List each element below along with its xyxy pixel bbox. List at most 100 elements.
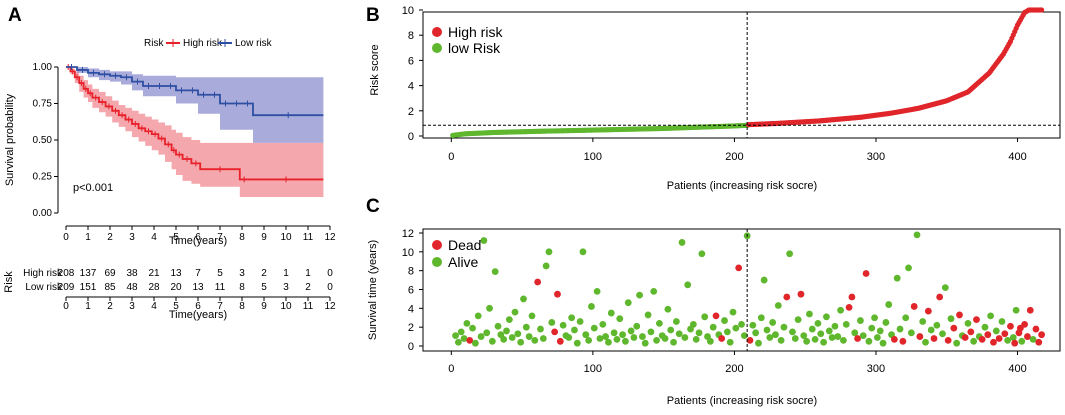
survival-point-alive xyxy=(981,323,989,331)
km-y-tick-label: 1.00 xyxy=(33,62,53,73)
survival-point-alive xyxy=(766,334,774,341)
survival-y-tick-label: 12 xyxy=(402,228,414,240)
survival-point-alive xyxy=(755,339,762,347)
survival-point-alive xyxy=(599,320,607,328)
survival-point-alive xyxy=(803,337,811,345)
survival-point-alive xyxy=(627,327,635,335)
risk-table-cell: 11 xyxy=(215,282,226,293)
survival-point-alive xyxy=(542,262,550,270)
km-x-tick-label: 4 xyxy=(151,232,157,243)
km-legend-high-label: High risk xyxy=(183,38,223,49)
survival-point-dead xyxy=(978,336,986,343)
survival-point-dead xyxy=(854,335,861,342)
survival-point-alive xyxy=(831,322,839,330)
survival-x-tick-label: 100 xyxy=(584,363,602,375)
km-x-tick-label: 5 xyxy=(173,232,179,243)
risk-table-row-label: High risk xyxy=(23,268,63,279)
survival-point-alive xyxy=(684,281,692,289)
survival-point-alive xyxy=(692,336,700,343)
survival-x-tick-label: 300 xyxy=(867,363,885,375)
survival-point-alive xyxy=(882,319,890,326)
km-legend-title: Risk xyxy=(144,38,164,49)
risk-score-x-tick-label: 0 xyxy=(448,151,454,163)
km-legend: Risk High risk Low risk xyxy=(144,38,273,49)
risk-table-cell: 38 xyxy=(126,268,138,279)
survival-point-alive xyxy=(709,323,717,331)
survival-point-alive xyxy=(613,336,621,343)
risk-table-x-tick-label: 3 xyxy=(129,301,135,312)
risk-table-cell: 21 xyxy=(148,268,160,279)
survival-point-dead xyxy=(554,290,561,298)
risk-table-cell: 69 xyxy=(104,268,116,279)
survival-point-alive xyxy=(922,338,929,346)
survival-point-alive xyxy=(964,320,972,327)
km-band-low xyxy=(66,67,324,143)
survival-point-alive xyxy=(777,336,785,344)
risk-table-cell: 0 xyxy=(327,282,333,293)
survival-point-alive xyxy=(454,338,462,346)
risk-table-x-tick-label: 6 xyxy=(195,301,201,312)
survival-point-alive xyxy=(769,319,777,326)
survival-point-alive xyxy=(947,315,955,323)
risk-table-cell: 2 xyxy=(261,268,267,279)
survival-point-dead xyxy=(551,328,559,336)
survival-point-alive xyxy=(789,328,796,336)
survival-point-dead xyxy=(1032,325,1040,333)
risk-table-cell: 208 xyxy=(58,268,75,279)
survival-point-alive xyxy=(503,327,510,335)
survival-point-alive xyxy=(471,339,479,347)
survival-point-alive xyxy=(607,309,615,317)
survival-point-alive xyxy=(760,276,768,284)
survival-point-alive xyxy=(806,310,813,318)
survival-point-dead xyxy=(1001,330,1009,338)
risk-table-x-tick-label: 11 xyxy=(303,301,314,312)
risk-score-y-tick-label: 2 xyxy=(408,106,414,118)
risk-score-legend-low-label: low Risk xyxy=(448,40,501,56)
survival-point-alive xyxy=(933,321,941,329)
km-y-tick-label: 0.00 xyxy=(33,208,53,219)
survival-point-alive xyxy=(480,237,488,244)
risk-score-legend-low-dot xyxy=(432,43,442,53)
risk-table-cell: 209 xyxy=(58,282,75,293)
risk-table-cell: 151 xyxy=(80,282,97,293)
survival-point-dead xyxy=(1026,306,1034,314)
risk-table-cell: 28 xyxy=(148,282,160,293)
survival-point-alive xyxy=(987,312,995,320)
risk-score-legend-high-dot xyxy=(432,27,442,37)
survival-point-alive xyxy=(655,320,663,327)
survival-point-dead xyxy=(862,270,870,277)
survival-point-alive xyxy=(876,327,884,335)
survival-point-dead xyxy=(990,338,997,346)
survival-point-alive xyxy=(851,329,859,337)
survival-point-alive xyxy=(593,287,601,295)
km-x-tick-label: 12 xyxy=(324,232,336,243)
survival-time-xlabel: Patients (increasing risk socre) xyxy=(667,395,817,407)
survival-point-alive xyxy=(857,317,864,324)
survival-point-dead xyxy=(848,293,856,301)
km-x-tick-label: 1 xyxy=(85,232,91,243)
survival-point-alive xyxy=(477,333,485,340)
survival-point-alive xyxy=(992,327,1000,335)
risk-table-cell: 48 xyxy=(126,282,138,293)
survival-point-alive xyxy=(531,336,539,344)
risk-table-cell: 1 xyxy=(305,268,311,279)
risk-score-x-tick-label: 100 xyxy=(584,151,602,163)
risk-table-x-tick-label: 2 xyxy=(107,301,113,312)
panel-a-letter: A xyxy=(8,5,22,26)
survival-point-alive xyxy=(457,328,465,336)
survival-point-alive xyxy=(1009,334,1017,341)
km-x-tick-label: 2 xyxy=(107,232,113,243)
km-y-tick-label: 0.50 xyxy=(33,135,53,146)
survival-point-dead xyxy=(890,336,898,343)
survival-point-alive xyxy=(641,339,649,347)
survival-point-alive xyxy=(837,306,844,314)
survival-point-alive xyxy=(522,323,530,331)
survival-y-tick-label: 10 xyxy=(402,247,414,259)
survival-point-alive xyxy=(820,338,828,346)
survival-point-alive xyxy=(491,268,499,276)
survival-point-alive xyxy=(667,326,675,334)
survival-point-alive xyxy=(757,314,765,322)
survival-point-alive xyxy=(749,321,757,329)
survival-time-plot: 0 2 4 6 8 10 12 0 100 200 300 400 xyxy=(402,228,1045,375)
